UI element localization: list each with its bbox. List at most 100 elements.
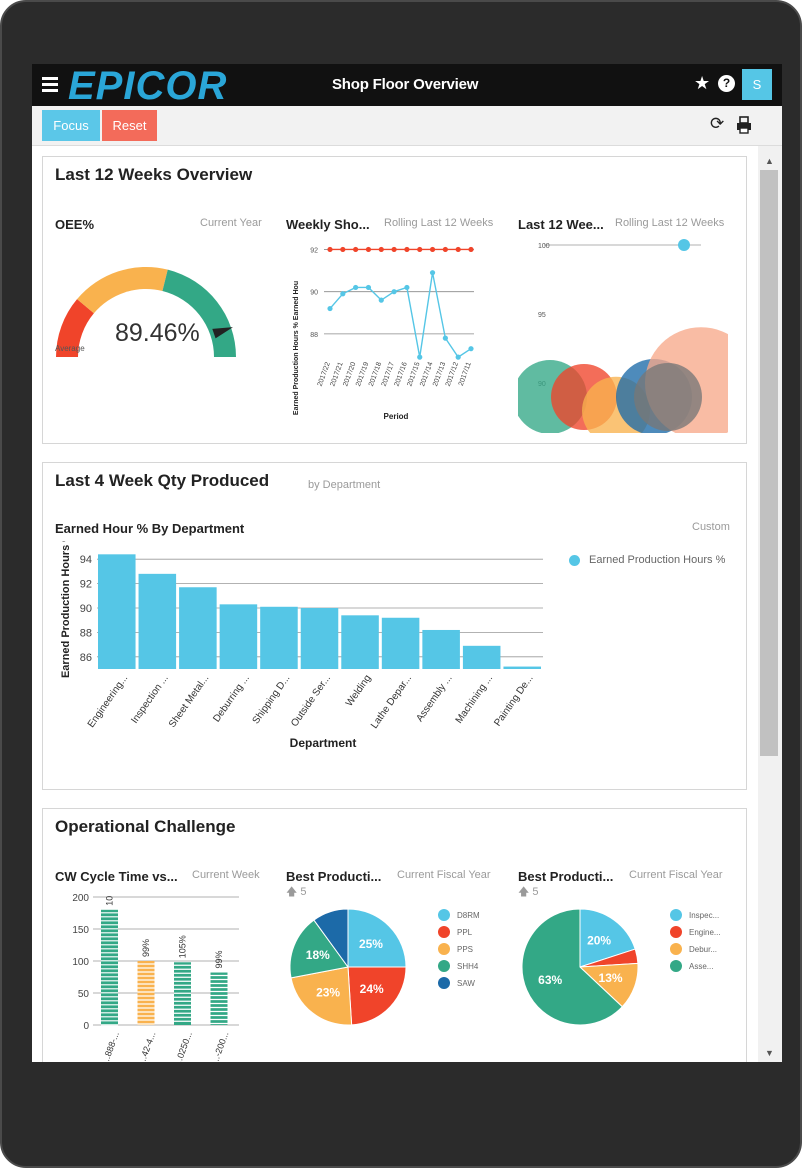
scroll-thumb[interactable] [760,170,778,756]
dept-chart-title: Earned Hour % By Department [55,521,245,536]
dept-legend-label[interactable]: Earned Production Hours % [589,554,726,566]
y-tick-label: 50 [78,989,90,1000]
data-point [429,246,436,253]
logo-text: EPICOR [68,66,227,104]
dept-chart-subtitle: Custom [692,521,730,533]
x-tick-label: 2017/11 [458,361,473,387]
legend-swatch [670,926,682,938]
legend-swatch [569,555,580,566]
gauge-needle [212,327,234,339]
pie-slice [521,908,623,1026]
best1-top-count: 🡅 5 [286,883,307,902]
toolbar: Focus Reset ⟳ [32,106,782,146]
legend-swatch [438,909,450,921]
legend-label: Engine... [689,928,721,937]
pie-slice [290,966,353,1026]
card-title: Last 12 Weeks Overview [55,165,253,184]
data-point [365,246,372,253]
legend-swatch [670,909,682,921]
legend-swatch [438,977,450,989]
pie-slice [579,908,636,968]
oee-title: OEE% [55,217,95,232]
pie-slice [313,908,349,969]
data-point [378,297,384,303]
app-screen: EPICOR Shop Floor Overview ★ ? S Focus R… [32,64,782,1062]
bar [260,606,298,669]
data-point [417,354,423,360]
legend-swatch [438,943,450,955]
data-point [404,246,410,253]
data-point [378,246,384,253]
x-tick-label: Shipping D... [251,673,293,726]
y-tick-label: 88 [310,332,318,339]
weekly-chart-title: Weekly Sho... [286,217,370,232]
data-point [429,270,436,276]
last12-chart-title: Last 12 Wee... [518,217,604,232]
scrollbar[interactable]: ▲ ▼ [758,146,782,1062]
y-axis-title: Earned Production Hours % Earned Hou [293,281,300,415]
x-tick-label: Engineering... [86,673,130,730]
favorite-star-icon[interactable]: ★ [694,73,711,93]
up-arrow-icon: 🡅 [518,886,530,898]
x-tick-label: ...-200... [210,1030,231,1062]
scroll-down-icon[interactable]: ▼ [765,1048,774,1058]
data-point [468,346,474,352]
last-12-weeks-card: Last 12 Weeks Overview OEE% Current Year… [42,156,747,444]
last12-bubble-chart: 9095100 [518,239,728,433]
y-tick-label: 90 [80,603,92,615]
series-line [329,272,472,359]
up-arrow-icon: 🡅 [286,886,298,898]
print-icon[interactable] [736,116,752,134]
bubble [634,363,702,431]
card-subtitle: by Department [308,479,381,491]
scroll-up-icon[interactable]: ▲ [765,156,774,166]
data-point [365,284,372,291]
card-title: Operational Challenge [55,817,236,836]
y-tick-label: 100 [72,957,89,968]
bar [381,617,420,669]
menu-icon[interactable] [42,74,60,92]
gauge-band [77,267,168,314]
user-avatar[interactable]: S [742,69,772,100]
oee-value: 89.46% [115,319,200,347]
bubble [678,239,690,251]
x-tick-label: Sheet Metal... [167,673,211,730]
focus-button[interactable]: Focus [42,110,100,141]
pie-slice [289,919,349,979]
data-point [391,246,397,253]
y-tick-label: 150 [72,925,89,936]
best2-chart-title: Best Producti... [518,869,614,884]
pie-label: 18% [306,948,330,962]
y-tick-label: 95 [538,312,546,319]
y-tick-label: 0 [83,1021,89,1032]
data-point [353,246,359,253]
y-axis-title: Earned Production Hours % [60,541,72,678]
reset-button[interactable]: Reset [102,110,157,141]
pie-label: 63% [538,973,562,987]
gauge-band [56,299,94,357]
best1-count: 5 [300,886,307,898]
x-tick-label: Welding [344,673,374,709]
legend-label: Inspec... [689,911,719,920]
bar [98,554,136,669]
pie-label: 25% [359,937,383,951]
weekly-line-chart: 8890922017/222017/212017/202017/192017/1… [293,246,474,421]
data-point [353,284,359,291]
x-tick-label: ...42-4... [137,1030,158,1062]
best2-chart-subtitle: Current Fiscal Year [629,869,723,881]
help-icon[interactable]: ? [718,75,735,92]
bar [422,629,460,669]
x-tick-label: ...0250... [173,1030,194,1062]
x-tick-label: Outside Ser... [289,673,333,729]
data-point [455,354,461,360]
y-tick-label: 100 [538,243,550,250]
data-point [417,246,423,253]
best1-pie-chart: 25% 24% 23% 18% D8RM PPL PPS SHH4 SAW [289,908,480,1026]
bar-value-label: 99% [214,951,224,969]
y-tick-label: 90 [310,290,318,297]
bar [462,645,501,669]
operational-challenge-card: Operational Challenge CW Cycle Time vs..… [42,808,747,1062]
refresh-icon[interactable]: ⟳ [710,114,725,133]
x-tick-label: Inspection ... [129,673,171,726]
